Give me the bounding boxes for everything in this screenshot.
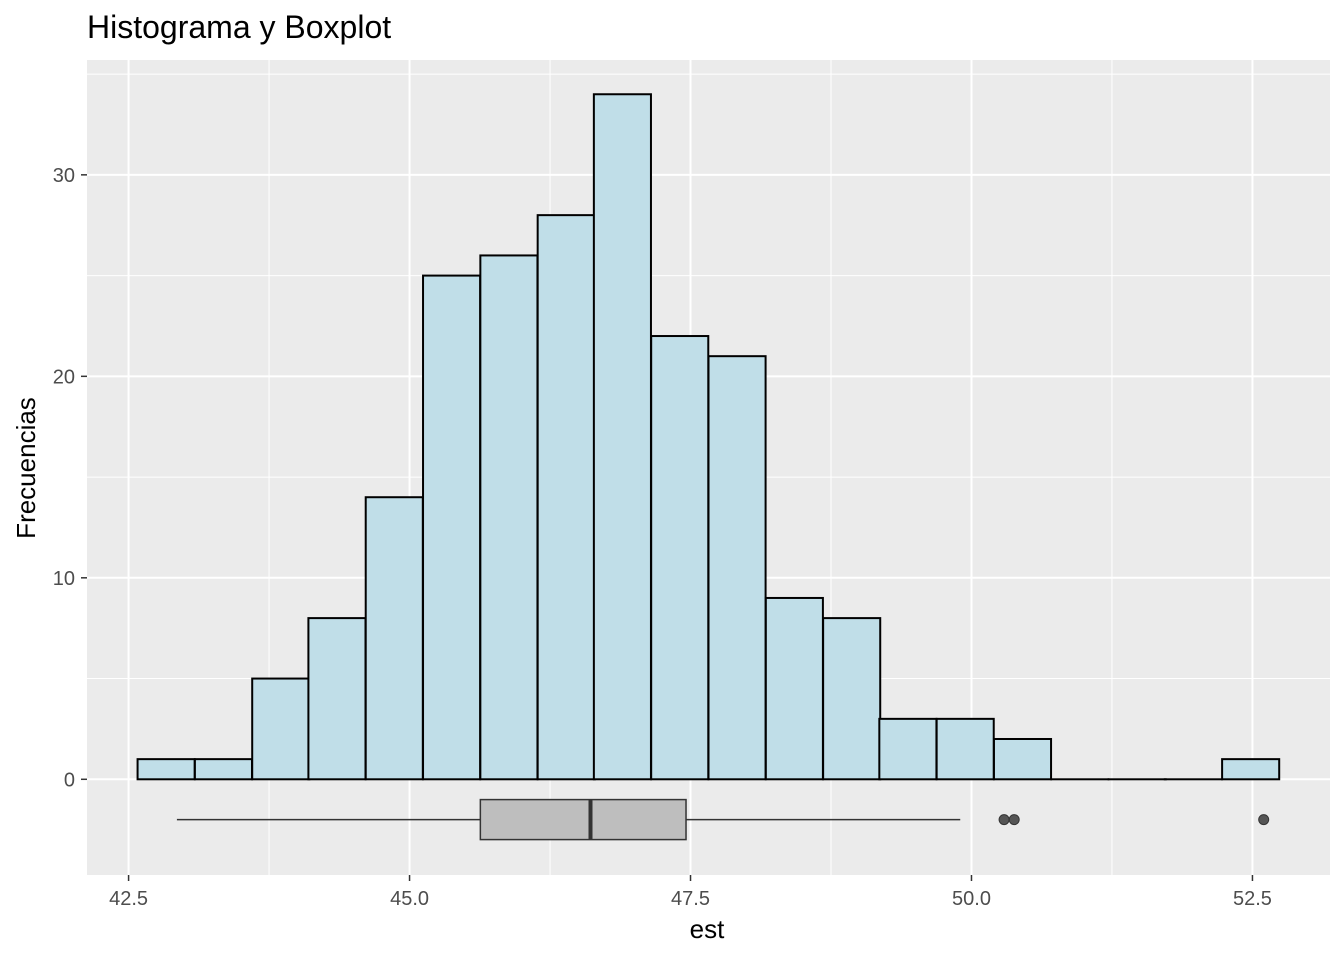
histogram-bar — [364, 496, 424, 781]
histogram-bars — [136, 93, 1281, 781]
boxplot-outlier — [998, 814, 1010, 826]
histogram-bar — [764, 596, 824, 781]
histogram-bar — [136, 758, 196, 781]
y-tick-label: 30 — [53, 165, 75, 187]
boxplot-outlier — [1258, 814, 1270, 826]
boxplot — [176, 798, 1270, 841]
histogram-bar — [1221, 758, 1281, 781]
histogram-bar — [536, 214, 596, 781]
histogram-bar — [707, 355, 767, 781]
x-axis-title: est — [690, 914, 725, 944]
boxplot-outlier — [1008, 814, 1020, 826]
y-tick-label: 0 — [64, 769, 75, 791]
chart-title: Histograma y Boxplot — [87, 9, 391, 45]
histogram-bar — [935, 717, 995, 781]
histogram-bar — [592, 93, 652, 781]
x-tick-label: 42.5 — [109, 888, 148, 910]
histogram-bar — [193, 758, 253, 781]
x-axis-ticks: 42.5 45.0 47.5 50.0 52.5 — [109, 875, 1272, 910]
x-tick-label: 50.0 — [952, 888, 991, 910]
boxplot-box — [479, 798, 687, 841]
x-tick-label: 52.5 — [1233, 888, 1272, 910]
histogram-bar — [822, 617, 882, 781]
histogram-bar — [307, 617, 367, 781]
x-tick-label: 47.5 — [671, 888, 710, 910]
histogram-bar — [992, 737, 1053, 781]
histogram-bar — [422, 274, 482, 781]
y-axis-title: Frecuencias — [11, 397, 41, 539]
histogram-bar — [251, 677, 311, 781]
x-tick-label: 45.0 — [390, 888, 429, 910]
histogram-bar — [479, 254, 539, 781]
histogram-bar — [878, 717, 938, 781]
y-axis-ticks: 0 10 20 30 — [53, 165, 87, 791]
y-tick-label: 10 — [53, 568, 75, 590]
y-tick-label: 20 — [53, 366, 75, 388]
histogram-bar — [650, 335, 710, 781]
